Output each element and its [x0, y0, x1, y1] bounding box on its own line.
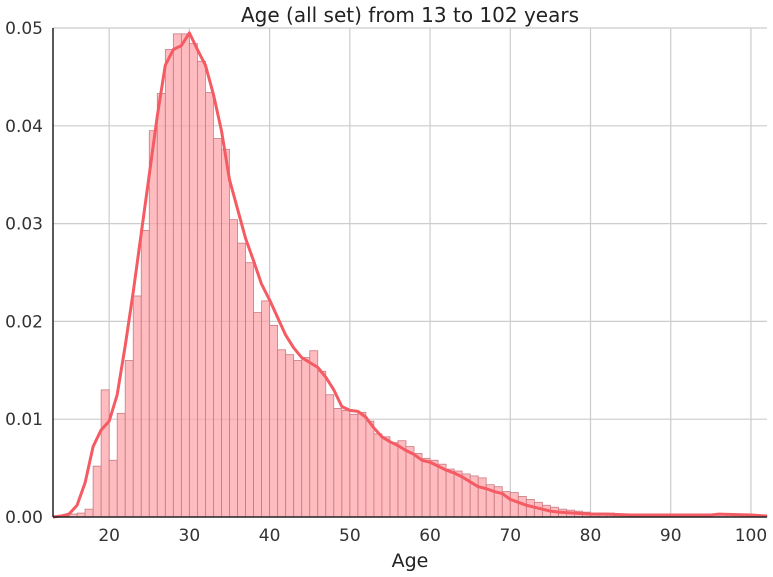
histogram-bar	[445, 468, 455, 518]
y-tick-label: 0.05	[5, 19, 43, 39]
histogram-bar	[132, 295, 142, 518]
histogram-bar	[124, 360, 134, 518]
y-tick-label: 0.04	[5, 117, 43, 137]
histogram-bar	[180, 33, 190, 518]
histogram-bar	[381, 436, 391, 518]
x-tick-label: 50	[339, 526, 361, 546]
histogram-bar	[92, 465, 102, 518]
histogram-bar	[285, 354, 295, 518]
histogram-bar	[148, 130, 158, 518]
y-tick-label: 0.01	[5, 410, 43, 430]
x-tick-labels: 20 30 40 50 60 70 80 90 100	[98, 526, 767, 546]
histogram-bar	[108, 459, 118, 518]
histogram-bar	[84, 508, 94, 518]
x-tick-label: 70	[499, 526, 521, 546]
y-tick-labels: 0.00 0.01 0.02 0.03 0.04 0.05	[5, 19, 43, 528]
y-tick-label: 0.00	[5, 508, 43, 528]
histogram-bar	[293, 360, 303, 518]
kde-curve	[52, 31, 768, 519]
y-tick-label: 0.03	[5, 215, 43, 235]
histogram-bar	[237, 242, 246, 518]
histogram-bar	[221, 148, 230, 518]
histogram-bar	[116, 412, 126, 518]
x-tick-label: 30	[179, 526, 201, 546]
histogram-bar	[197, 60, 206, 518]
histogram-bar	[301, 357, 311, 518]
histogram-bar	[421, 457, 431, 518]
histogram-bar	[397, 440, 407, 518]
histogram-bar	[437, 463, 447, 518]
histogram-bar	[325, 394, 335, 518]
histogram-bar	[509, 492, 519, 518]
histogram-bar	[213, 138, 222, 518]
x-tick-label: 100	[735, 526, 767, 546]
chart-title: Age (all set) from 13 to 102 years	[241, 3, 579, 27]
histogram-bar	[100, 389, 110, 518]
histogram-bar	[405, 446, 415, 518]
histogram-bar	[309, 350, 319, 518]
histogram-bar	[164, 49, 174, 518]
x-tick-label: 90	[660, 526, 682, 546]
histogram-bar	[357, 411, 367, 518]
histogram-bar	[373, 433, 383, 518]
y-tick-label: 0.02	[5, 312, 43, 332]
histogram-bar	[156, 93, 166, 518]
histogram-bar	[140, 230, 150, 518]
histogram-bar	[269, 324, 279, 518]
histogram-bar	[389, 442, 399, 518]
histogram-bar	[188, 43, 198, 518]
histogram-bar	[253, 312, 262, 518]
histogram-bar	[277, 349, 287, 518]
x-tick-label: 80	[580, 526, 602, 546]
histogram-bar	[333, 408, 343, 518]
histogram-bar	[317, 370, 327, 518]
histogram-bar	[429, 459, 439, 518]
histogram-bar	[261, 300, 271, 518]
histogram-bar	[205, 92, 214, 518]
histogram-bar	[245, 262, 254, 518]
histogram-bar	[172, 33, 182, 518]
histogram-bar	[229, 219, 238, 518]
x-axis-label: Age	[392, 550, 429, 572]
histogram-bar	[517, 496, 527, 518]
x-tick-label: 20	[98, 526, 120, 546]
histogram-bar	[365, 420, 375, 518]
histogram-bar	[413, 453, 423, 518]
x-tick-label: 60	[419, 526, 441, 546]
histogram-bar	[341, 409, 351, 518]
histogram-bar	[477, 477, 487, 518]
histogram-bar	[349, 413, 359, 518]
x-tick-label: 40	[259, 526, 281, 546]
